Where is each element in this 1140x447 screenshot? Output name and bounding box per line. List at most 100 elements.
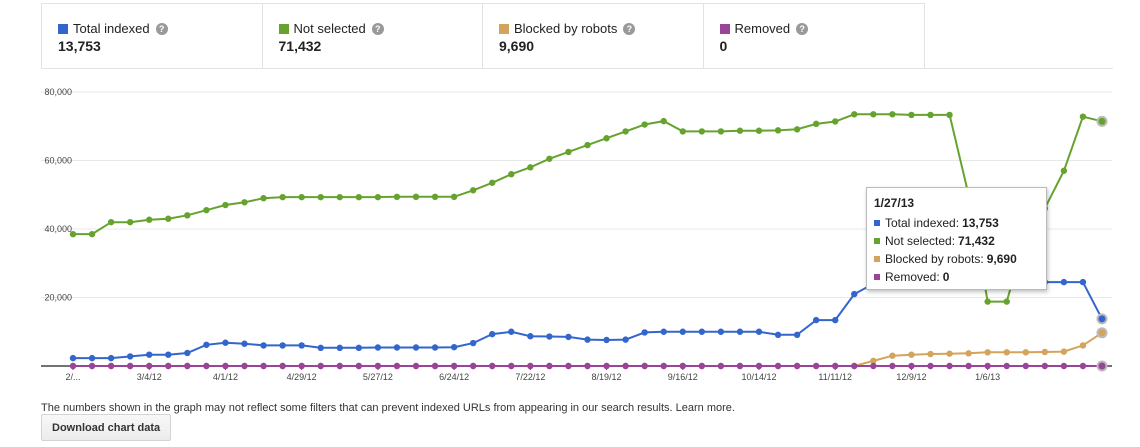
data-point	[184, 212, 191, 219]
data-point	[946, 362, 953, 370]
data-point	[317, 193, 324, 201]
data-point	[527, 164, 534, 171]
tooltip-swatch	[874, 220, 880, 226]
data-point	[222, 362, 229, 370]
data-point	[832, 362, 839, 370]
data-point	[622, 336, 629, 343]
data-point	[622, 128, 629, 135]
data-point	[1003, 298, 1010, 305]
data-point	[965, 350, 972, 357]
data-point	[851, 111, 858, 118]
removed-swatch	[719, 24, 730, 34]
total-indexed-swatch	[58, 24, 68, 34]
data-point	[469, 362, 477, 370]
data-point	[1022, 349, 1029, 356]
data-point	[717, 128, 725, 135]
x-tick-label: 8/19/12	[592, 372, 622, 382]
help-icon[interactable]: ?	[623, 23, 636, 35]
data-point	[984, 298, 991, 305]
data-point	[355, 362, 363, 370]
tooltip-row: Not selected: 71,432	[874, 232, 1046, 250]
x-tick-label: 5/27/12	[363, 372, 393, 382]
data-point	[1096, 115, 1108, 127]
data-point	[222, 201, 229, 209]
data-point	[698, 362, 706, 370]
data-point	[1041, 348, 1049, 356]
data-point	[317, 362, 324, 370]
data-point	[1079, 342, 1087, 349]
data-point	[546, 362, 553, 370]
y-tick-label: 80,000	[44, 87, 72, 97]
data-point	[260, 362, 267, 370]
data-point	[660, 328, 667, 335]
data-point	[1079, 113, 1087, 120]
data-point	[698, 128, 706, 135]
card-value: 9,690	[499, 38, 535, 54]
data-point	[126, 218, 134, 226]
tooltip-value: 71,432	[958, 234, 995, 248]
data-point	[165, 215, 172, 222]
data-point	[774, 331, 782, 339]
data-point	[984, 349, 991, 356]
data-point	[660, 117, 667, 125]
data-point	[336, 362, 343, 370]
data-point	[336, 193, 343, 201]
data-point	[1060, 167, 1068, 174]
data-point	[870, 111, 877, 118]
card-label: Blocked by robots	[514, 21, 618, 36]
data-point	[279, 193, 286, 201]
data-point	[660, 362, 667, 370]
data-point	[489, 179, 496, 186]
data-point	[260, 342, 267, 349]
data-point	[393, 193, 401, 201]
data-point	[946, 111, 953, 119]
data-point	[641, 362, 648, 370]
summary-card-removed[interactable]: Removed ? 0	[704, 4, 925, 68]
help-icon[interactable]: ?	[796, 23, 809, 35]
data-point	[374, 362, 382, 370]
x-tick-label: 9/16/12	[668, 372, 698, 382]
data-point	[412, 344, 420, 351]
x-tick-label: 11/11/12	[818, 372, 852, 382]
data-point	[489, 330, 496, 338]
x-tick-label: 2/...	[65, 372, 80, 382]
data-point	[889, 111, 896, 118]
data-point	[374, 193, 382, 201]
data-point	[793, 331, 801, 339]
tooltip-row: Removed: 0	[874, 268, 1046, 286]
data-point	[260, 194, 267, 202]
data-point	[298, 362, 305, 370]
data-point	[126, 362, 134, 370]
data-point	[755, 362, 763, 370]
tooltip-value: 9,690	[986, 252, 1017, 266]
summary-divider	[925, 68, 1113, 69]
data-point	[679, 362, 686, 370]
summary-card-blocked-by-robots[interactable]: Blocked by robots ? 9,690	[483, 4, 704, 68]
x-tick-label: 1/6/13	[975, 372, 1000, 382]
chart-footnote: The numbers shown in the graph may not r…	[41, 402, 735, 414]
data-point	[203, 341, 210, 348]
summary-card-total-indexed[interactable]: Total indexed ? 13,753	[42, 4, 263, 68]
download-chart-data-button[interactable]: Download chart data	[41, 414, 172, 441]
data-point	[793, 362, 801, 370]
data-point	[1079, 278, 1087, 286]
summary-card-not-selected[interactable]: Not selected ? 71,432	[263, 4, 483, 68]
data-point	[774, 127, 782, 134]
data-point	[603, 336, 610, 344]
data-point	[374, 344, 382, 351]
data-point	[88, 230, 96, 238]
data-point	[1022, 362, 1029, 370]
help-icon[interactable]: ?	[155, 23, 168, 35]
data-point	[146, 216, 153, 223]
y-tick-label: 60,000	[44, 156, 72, 166]
tooltip-label: Removed:	[885, 270, 940, 284]
data-point	[241, 362, 248, 370]
data-point	[546, 155, 553, 162]
card-value: 71,432	[278, 38, 322, 54]
data-point	[355, 344, 363, 352]
x-tick-label: 4/29/12	[287, 372, 317, 382]
data-point	[793, 126, 801, 133]
data-point	[927, 362, 934, 370]
data-point	[184, 362, 191, 370]
help-icon[interactable]: ?	[371, 23, 384, 35]
